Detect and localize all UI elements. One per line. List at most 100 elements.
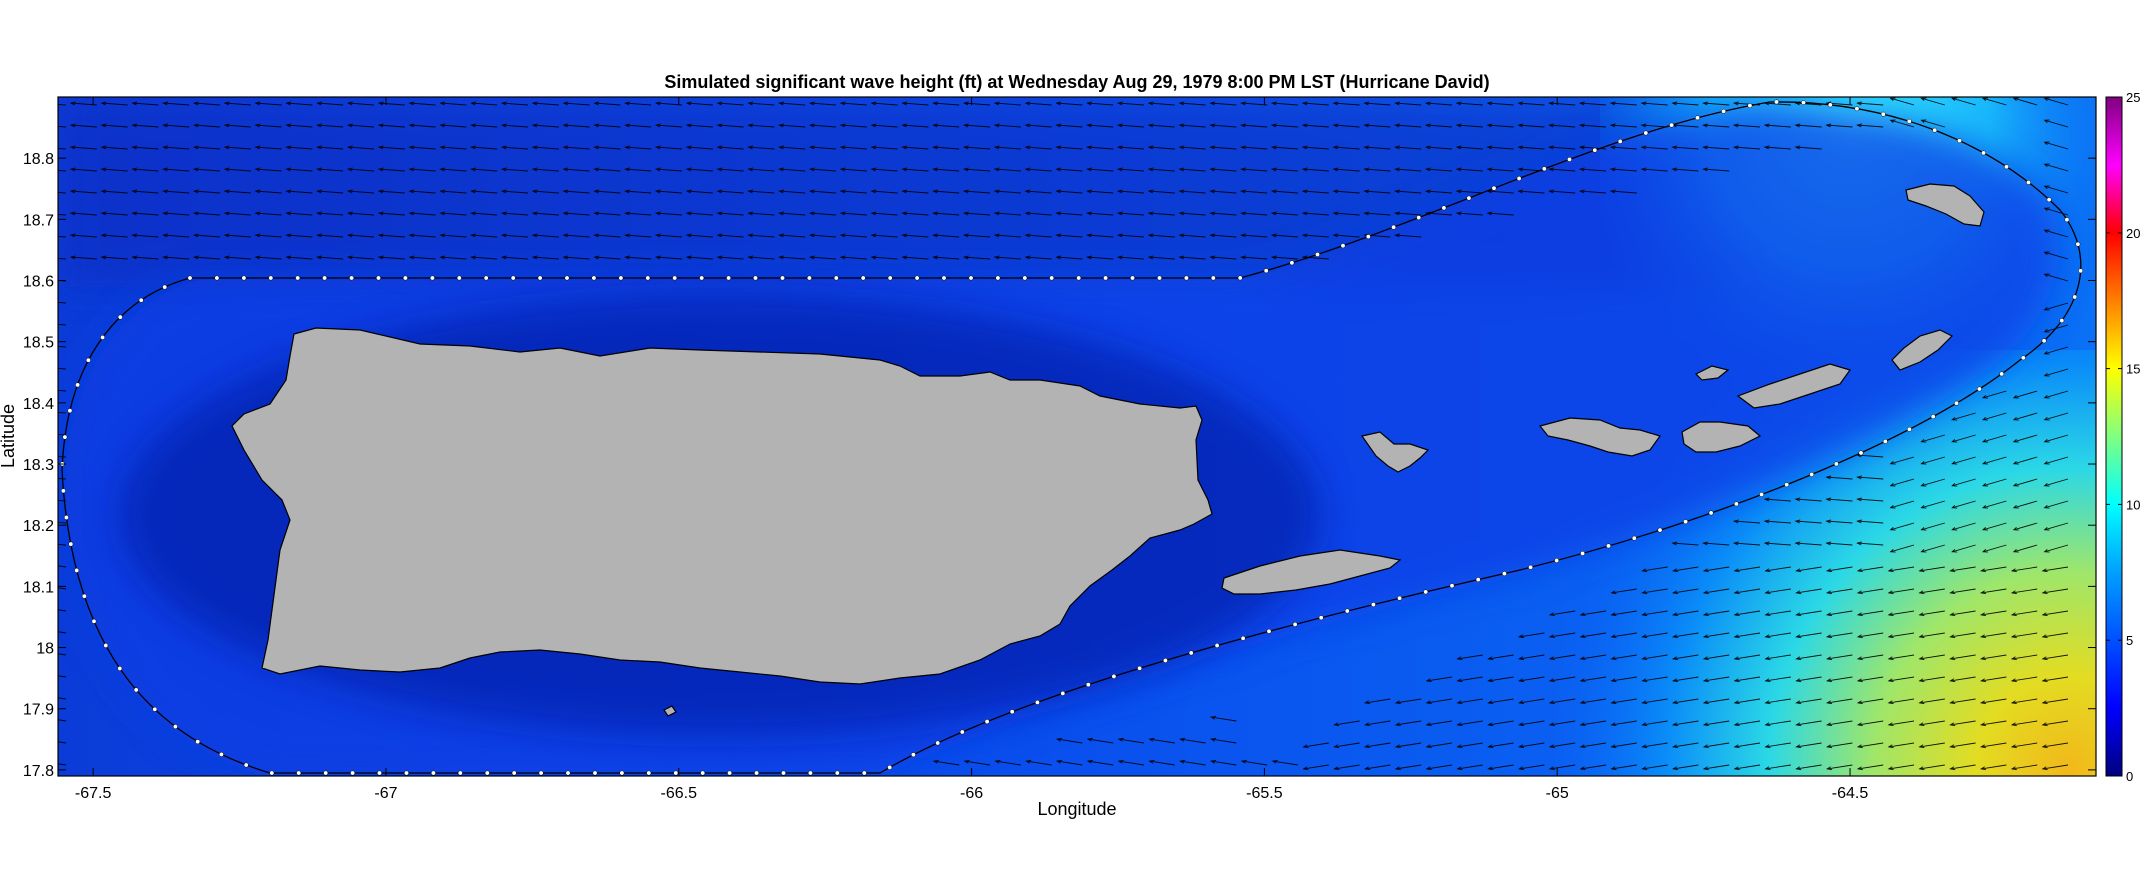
boundary-node [376, 275, 381, 281]
boundary-node [117, 314, 123, 320]
boundary-node [138, 297, 144, 303]
boundary-node [591, 275, 597, 281]
boundary-node [456, 275, 462, 281]
boundary-node [1747, 103, 1753, 109]
boundary-node [1774, 99, 1779, 105]
boundary-node [2078, 268, 2084, 274]
boundary-node [1617, 138, 1623, 144]
colorbar-tick-label: 20 [2126, 226, 2140, 241]
boundary-node [377, 770, 382, 776]
boundary-node [1449, 583, 1455, 589]
boundary-node [1501, 571, 1507, 577]
boundary-node [1237, 275, 1243, 281]
boundary-node [1060, 690, 1066, 696]
y-tick-label: 18.4 [23, 396, 54, 413]
boundary-node [1085, 682, 1091, 688]
island-virgin-gorda [1891, 329, 1954, 371]
boundary-node [1683, 519, 1689, 525]
island-desecheo [663, 705, 677, 717]
boundary-node [1137, 665, 1143, 671]
boundary-node [268, 275, 274, 281]
x-tick-label: -65 [1546, 785, 1569, 802]
boundary-node [2072, 294, 2078, 300]
boundary-node [1592, 147, 1598, 153]
boundary-node [1541, 166, 1547, 172]
boundary-node [2046, 197, 2052, 203]
boundary-node [91, 618, 97, 624]
y-tick-label: 18.5 [23, 335, 54, 352]
boundary-node [133, 687, 139, 693]
colorbar-tick-label: 5 [2126, 633, 2133, 648]
x-tick-label: -66.5 [661, 785, 698, 802]
x-axis-ticks: -67.5 -67 -66.5 -66 -65.5 -65 -64.5 [75, 97, 1868, 802]
boundary-node [1076, 275, 1082, 281]
boundary-node [2026, 179, 2031, 185]
boundary-node [1103, 275, 1109, 281]
colorbar-tick-label: 25 [2126, 90, 2140, 105]
boundary-node [781, 770, 786, 776]
boundary-node [1344, 608, 1350, 614]
boundary-node [1391, 224, 1397, 230]
model-domain-boundary [61, 101, 2082, 774]
boundary-node [860, 275, 866, 281]
boundary-node [1669, 122, 1675, 128]
boundary-node [1210, 275, 1216, 281]
colorbar-tick-label: 15 [2126, 362, 2140, 377]
boundary-node [959, 729, 965, 735]
colorbar-tick-label: 10 [2126, 497, 2140, 512]
boundary-node [2004, 164, 2009, 170]
boundary-node [1475, 577, 1481, 583]
y-tick-label: 18.2 [23, 518, 54, 535]
boundary-node [1365, 234, 1371, 240]
boundary-node [62, 434, 68, 440]
boundary-node [1906, 426, 1912, 432]
boundary-node [195, 739, 201, 745]
boundary-node [349, 275, 355, 281]
boundary-node [117, 666, 123, 671]
boundary-node [241, 275, 247, 281]
boundary-node [914, 275, 920, 281]
boundary-node [1567, 156, 1572, 162]
boundary-node [1930, 414, 1936, 420]
island-anegada [1905, 183, 1985, 227]
boundary-node [1580, 550, 1586, 556]
arrow-field [58, 97, 2069, 771]
boundary-node [1240, 635, 1246, 641]
boundary-node [861, 770, 867, 776]
boundary-node [457, 770, 463, 776]
boundary-node [618, 275, 624, 281]
boundary-node [619, 770, 625, 776]
boundary-node [753, 275, 758, 281]
x-tick-label: -65.5 [1246, 785, 1283, 802]
boundary-node [1999, 371, 2005, 377]
boundary-node [1289, 260, 1295, 266]
boundary-node [350, 770, 356, 776]
boundary-node [833, 275, 839, 281]
island-jost-van-dyke [1694, 365, 1730, 381]
boundary-node [1111, 673, 1117, 679]
boundary-node [887, 764, 893, 770]
boundary-node [1162, 658, 1168, 663]
boundary-node [672, 275, 678, 281]
boundary-node [2020, 355, 2026, 361]
boundary-node [218, 751, 224, 757]
island-st-john [1681, 421, 1762, 453]
boundary-node [1733, 501, 1739, 507]
boundary-node [1528, 564, 1534, 570]
x-tick-label: -64.5 [1832, 785, 1869, 802]
boundary-node [60, 488, 66, 494]
boundary-node [1606, 543, 1611, 549]
boundary-node [75, 382, 81, 388]
boundary-nodes [59, 99, 2084, 776]
boundary-node [1049, 275, 1055, 281]
boundary-node [1784, 482, 1790, 488]
boundary-node [1416, 215, 1422, 221]
boundary-node [910, 752, 916, 758]
island-st-thomas [1538, 417, 1661, 457]
boundary-node [1695, 115, 1700, 121]
boundary-node [2075, 241, 2081, 247]
boundary-node [1263, 268, 1269, 274]
boundary-node [1516, 176, 1522, 181]
boundary-node [1827, 102, 1833, 108]
